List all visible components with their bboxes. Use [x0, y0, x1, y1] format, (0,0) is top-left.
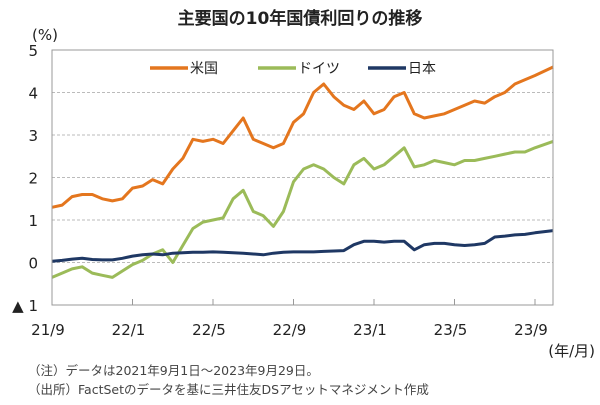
chart-title: 主要国の10年国債利回りの推移	[178, 8, 423, 29]
x-axis-ticks: 21/9 22/1 22/5 22/9 23/1 23/5 23/9	[31, 299, 548, 339]
y-tick-label: 3	[28, 127, 38, 145]
y-axis-unit: (%)	[32, 26, 58, 44]
y-tick-label: 4	[28, 85, 38, 103]
x-tick-label: 21/9	[31, 321, 65, 339]
x-tick-label: 22/9	[273, 321, 307, 339]
y-axis-ticks: 5 4 3 2 1 0 ▲ 1	[12, 42, 38, 315]
x-tick-label: 23/5	[434, 321, 468, 339]
legend-label: ドイツ	[298, 61, 340, 77]
y-tick-label: 5	[28, 42, 38, 60]
gridlines	[52, 92, 553, 263]
x-tick-label: 22/5	[192, 321, 226, 339]
plot-border	[51, 49, 554, 306]
legend-label: 日本	[408, 61, 436, 77]
x-tick-label: 23/9	[514, 321, 548, 339]
series-line-米国	[51, 65, 554, 209]
x-tick-label: 23/1	[353, 321, 387, 339]
source-note: （出所）FactSetのデータを基に三井住友DSアセットマネジメント作成	[28, 382, 429, 397]
y-tick-label: 0	[28, 255, 38, 273]
x-tick-label: 22/1	[112, 321, 146, 339]
x-axis-unit: (年/月)	[548, 342, 595, 360]
y-tick-label: 2	[28, 170, 38, 188]
legend-label: 米国	[190, 61, 218, 77]
y-tick-label: 1	[28, 212, 38, 230]
footnote: （注）データは2021年9月1日～2023年9月29日。	[28, 363, 319, 378]
y-tick-label: ▲ 1	[12, 297, 38, 315]
series-line-ドイツ	[51, 139, 554, 279]
series-lines	[51, 65, 554, 279]
legend: 米国 ドイツ 日本	[150, 61, 436, 77]
series-line-日本	[51, 229, 554, 263]
